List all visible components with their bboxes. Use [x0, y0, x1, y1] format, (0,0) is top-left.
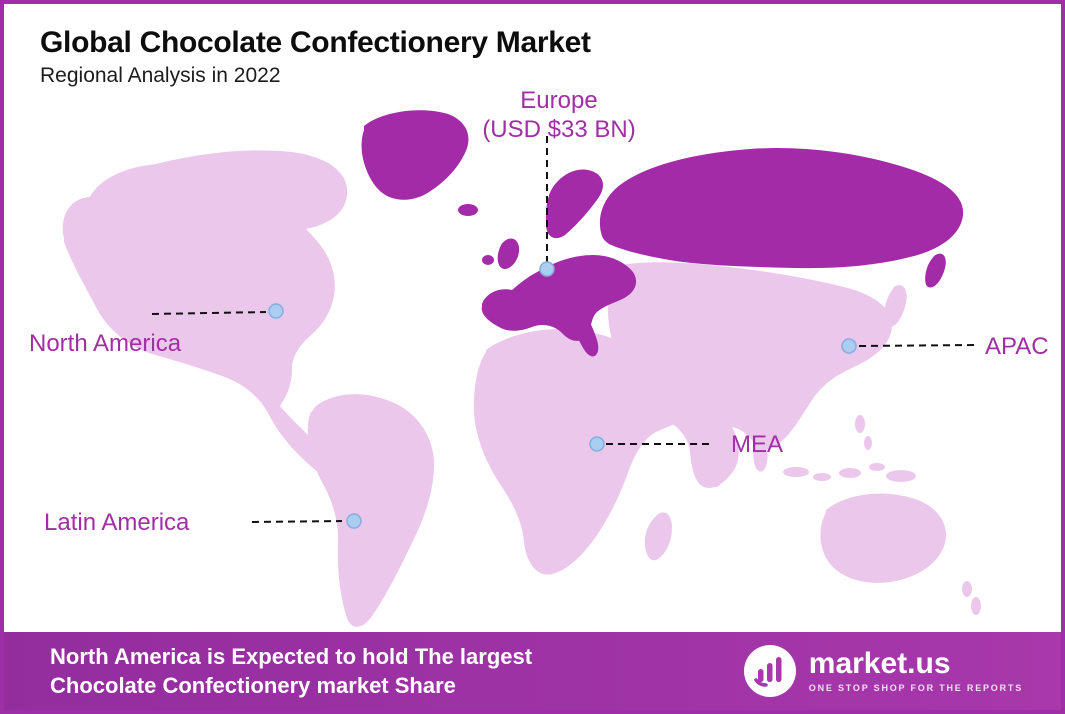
logo-text-block: market.us ONE STOP SHOP FOR THE REPORTS	[809, 649, 1023, 693]
marker-north-america	[268, 303, 284, 319]
landmass-europe-mainland	[481, 255, 637, 341]
landmass-se-asia-peninsula	[753, 432, 768, 472]
market-us-logo: market.us ONE STOP SHOP FOR THE REPORTS	[743, 644, 1023, 698]
landmass-ireland	[482, 255, 494, 265]
footer-bar: North America is Expected to hold The la…	[4, 632, 1061, 710]
marker-mea	[589, 436, 605, 452]
landmass-italy	[573, 314, 599, 357]
footer-headline-line2: Chocolate Confectionery market Share	[50, 673, 456, 698]
label-europe-value: (USD $33 BN)	[482, 116, 636, 143]
landmass-australia	[820, 493, 947, 583]
region-markers	[268, 261, 857, 529]
dark-landmasses	[361, 110, 964, 357]
label-north-america: North America	[29, 330, 182, 357]
label-latin-america: Latin America	[44, 509, 190, 536]
leader-line-latin-america	[251, 520, 343, 523]
island-group	[336, 409, 981, 615]
label-europe-name: Europe	[520, 87, 598, 114]
label-mea: MEA	[731, 431, 784, 458]
label-apac: APAC	[985, 333, 1049, 360]
signal-bars-icon	[743, 645, 796, 697]
marker-latin-america	[346, 513, 362, 529]
page-title: Global Chocolate Confectionery Market	[40, 26, 591, 59]
page-subtitle: Regional Analysis in 2022	[40, 64, 281, 87]
logo-name: market.us	[808, 647, 951, 680]
footer-headline: North America is Expected to hold The la…	[50, 642, 532, 700]
landmass-kamchatka	[925, 253, 946, 288]
landmass-greenland	[361, 110, 469, 200]
landmass-iceland	[458, 204, 478, 216]
landmass-japan	[883, 284, 907, 328]
leader-lines	[151, 136, 977, 523]
footer-headline-line1: North America is Expected to hold The la…	[50, 644, 533, 669]
landmass-south-america	[307, 394, 435, 627]
leader-line-apac	[858, 344, 977, 347]
landmass-scandinavia	[546, 169, 604, 239]
marker-europe	[539, 261, 555, 277]
light-landmasses	[62, 150, 981, 627]
landmass-india	[687, 382, 724, 476]
landmass-asia	[608, 262, 892, 488]
landmass-uk	[497, 238, 520, 270]
landmass-madagascar	[644, 512, 672, 561]
landmass-russia	[599, 148, 964, 269]
landmass-north-america	[62, 150, 348, 486]
logo-tagline: ONE STOP SHOP FOR THE REPORTS	[808, 683, 1023, 693]
marker-apac	[841, 338, 857, 354]
label-europe: Europe (USD $33 BN)	[429, 86, 689, 144]
header: Global Chocolate Confectionery Market Re…	[40, 26, 591, 88]
world-map	[62, 110, 981, 627]
